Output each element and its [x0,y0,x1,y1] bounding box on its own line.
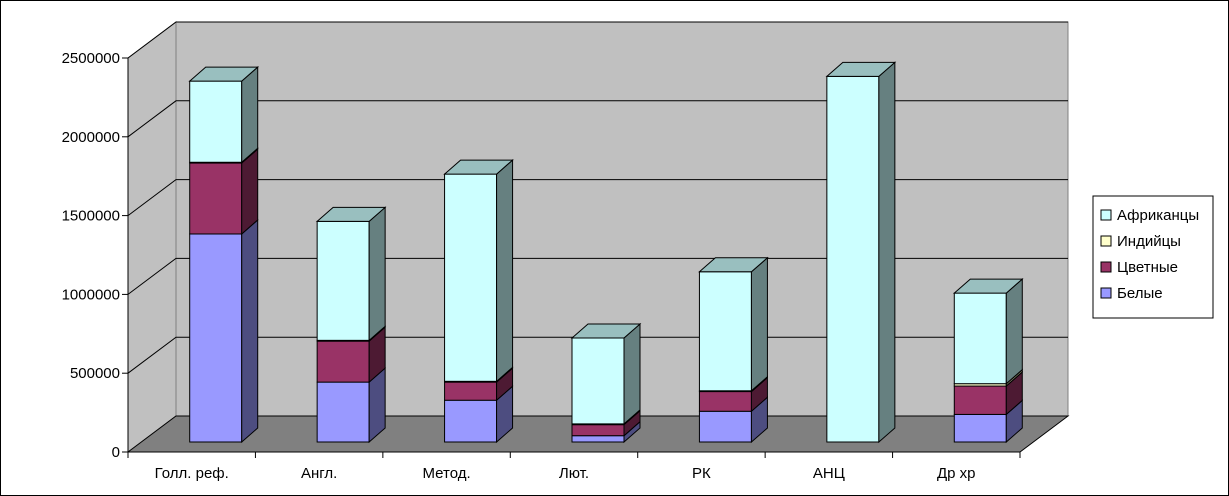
x-tick-label: АНЦ [813,465,845,482]
x-tick-label: Голл. реф. [155,465,229,482]
legend-label: Африканцы [1117,207,1199,224]
bar-segment-1-4 [189,80,243,163]
side-wall [127,21,177,453]
bar-segment-7-4-side [1005,277,1023,385]
legend-box [1092,195,1214,319]
y-tick-label: 0 [112,444,120,461]
bar-top-5 [698,257,769,273]
gridline [127,100,1068,138]
bar-top-3 [443,159,514,175]
legend-label: Цветные [1117,259,1178,276]
axes [122,57,1021,458]
bar-segment-3-1 [444,399,498,443]
bar-segment-6-4-side [878,61,896,444]
legend-label: Индийцы [1117,233,1181,250]
bar-segment-1-1 [189,233,243,443]
legend: Африканцы Индийцы Цветные Белые [1092,195,1214,319]
bar-segment-2-2 [316,340,370,383]
bar-segment-2-4 [316,220,370,341]
y-tick-label: 2000000 [62,129,120,146]
gridline [127,21,1068,59]
x-axis-tick-labels: Голл. реф. Англ. Метод. Лют. РК АНЦ Др хр [155,465,976,482]
y-tick-label: 500000 [70,365,120,382]
bar-segment-4-1 [571,435,625,443]
x-tick-label: Др хр [937,465,976,482]
y-axis-tick-labels: 0 500000 1000000 1500000 2000000 2500000 [62,50,120,461]
bar-segment-2-1 [316,381,370,443]
bar-segment-4-4 [571,337,625,425]
legend-swatch [1100,209,1112,221]
bar-top-4 [570,323,642,339]
legend-swatch [1100,235,1112,247]
legend-swatch [1100,261,1112,273]
bar-top-2 [315,206,387,222]
bar-segment-4-2 [571,424,625,437]
bar-segment-1-4-side [241,65,259,164]
legend-swatch [1100,287,1112,299]
bar-segment-7-4 [953,292,1007,385]
bar-top-7 [952,278,1024,294]
gridline [127,336,1068,374]
bar-segment-3-4-side [496,158,514,383]
bar-segment-1-1-side [241,218,259,444]
bar-segment-2-4-side [368,206,386,342]
bar-segment-1-2 [189,162,243,235]
x-tick-label: Англ. [301,465,337,482]
bar-top-6 [825,61,897,77]
bars [188,61,1024,444]
bar-segment-6-4 [826,75,880,443]
gridline [127,257,1068,295]
bar-segment-1-2-side [241,147,259,236]
x-tick-label: РК [692,465,711,482]
x-tick-label: Лют. [559,465,589,482]
bar-segment-3-2 [444,381,498,401]
bar-segment-7-2 [953,385,1007,415]
y-tick-label: 1000000 [62,286,120,303]
bar-segment-5-2 [698,391,752,412]
bar-segment-5-4-side [750,256,768,392]
bar-segment-3-4 [444,173,498,382]
legend-label: Белые [1117,285,1163,302]
x-tick-label: Метод. [422,465,470,482]
bar-segment-7-1 [953,413,1007,443]
gridline [127,179,1068,217]
bar-segment-4-4-side [623,322,641,425]
y-tick-label: 2500000 [62,50,120,67]
bar-top-1 [188,66,260,82]
bar-segment-5-1 [698,410,752,443]
gridlines [127,21,1068,374]
y-tick-label: 1500000 [62,208,120,225]
bar-segment-5-4 [698,271,752,392]
